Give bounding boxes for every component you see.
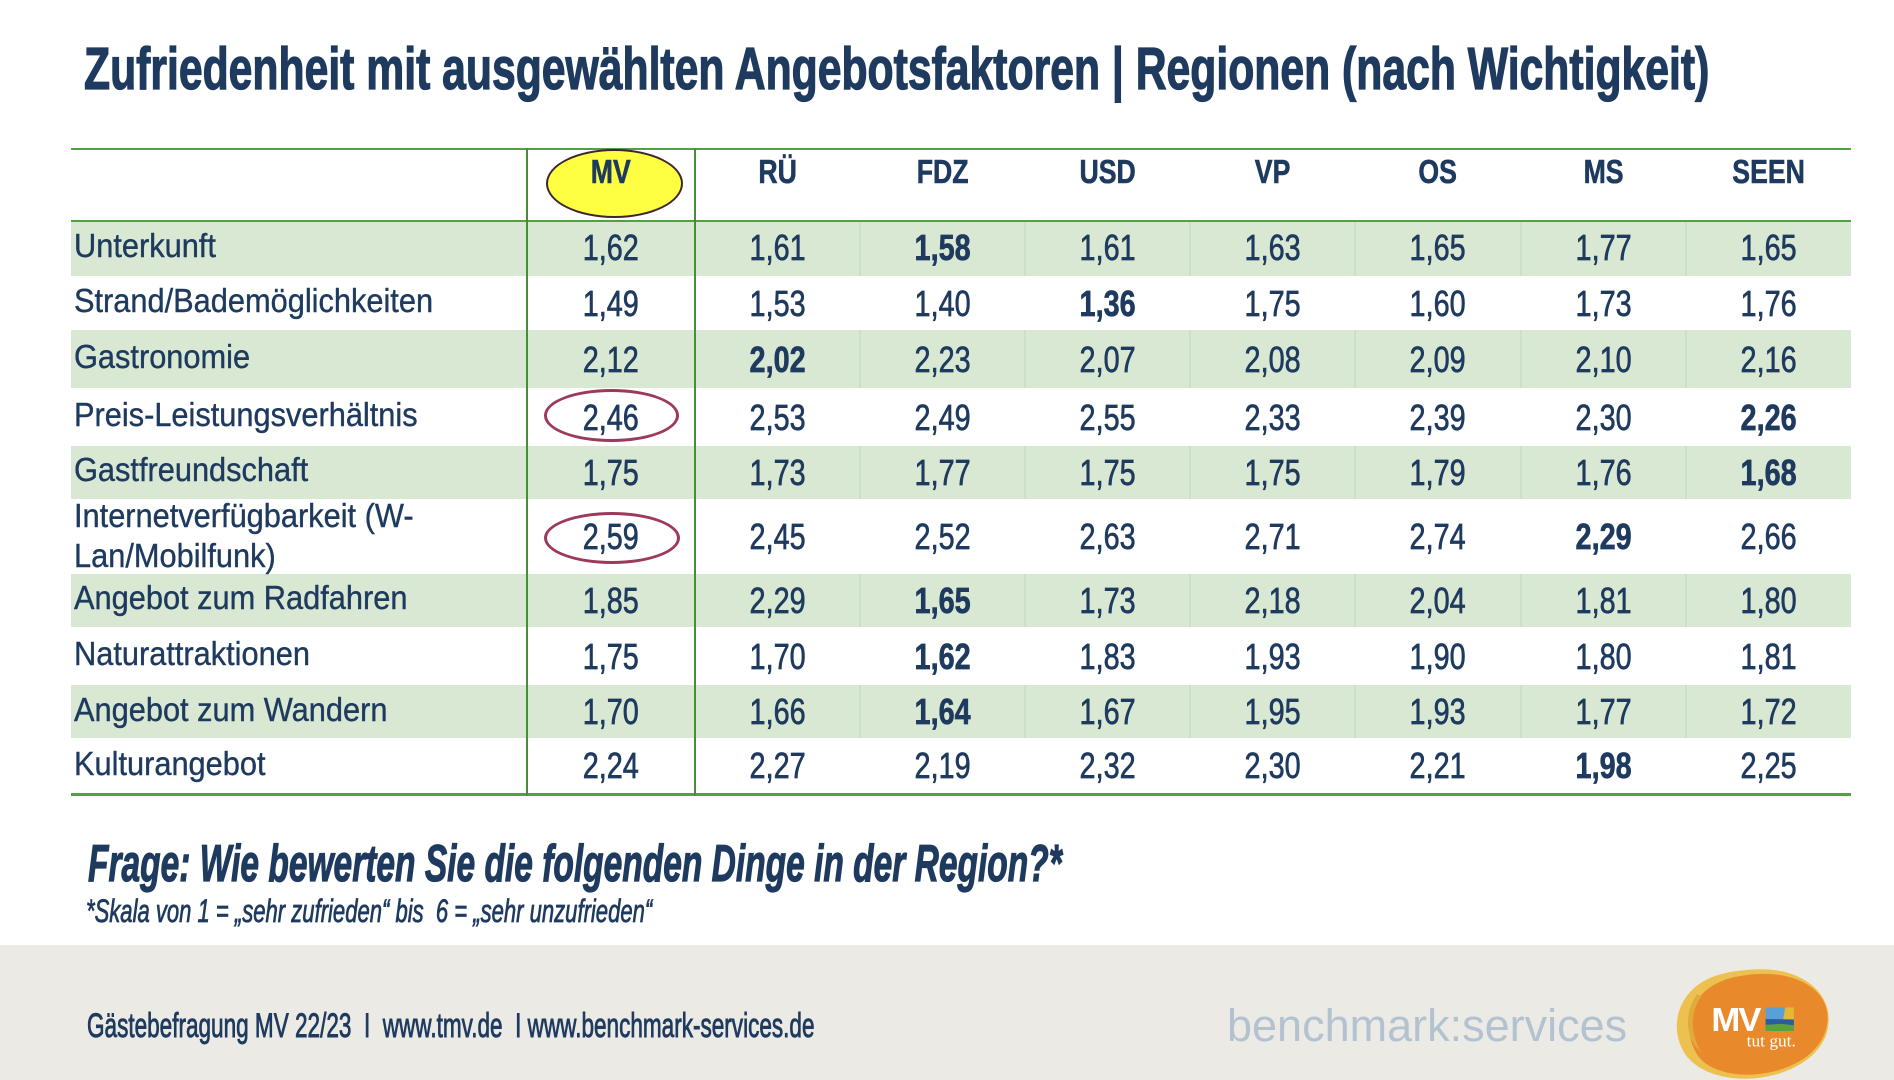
- svg-text:tut gut.: tut gut.: [1747, 1031, 1796, 1050]
- svg-text:MV: MV: [1711, 1001, 1761, 1038]
